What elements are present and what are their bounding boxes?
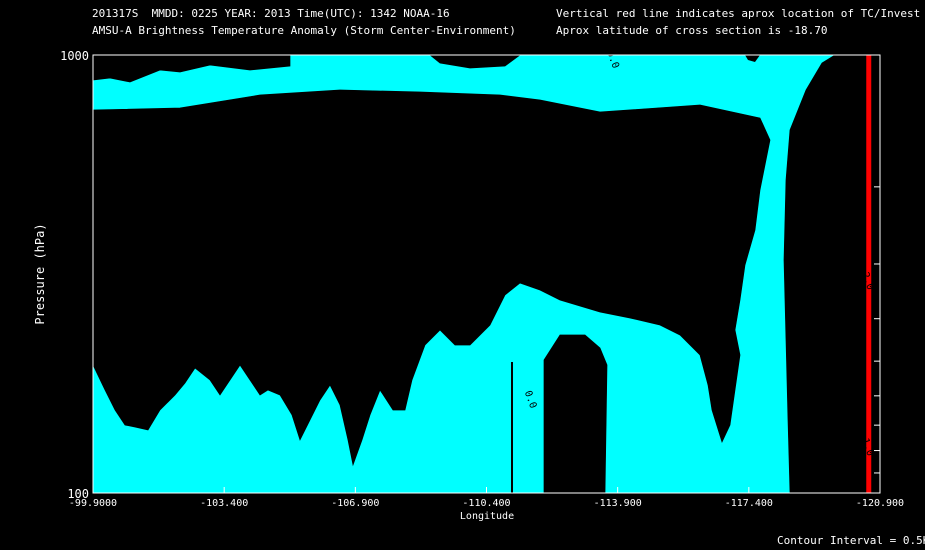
header-title-line1: 201317S MMDD: 0225 YEAR: 2013 Time(UTC):… bbox=[92, 7, 450, 20]
band-zero-pocket-c bbox=[625, 118, 715, 170]
x-tick-label: -113.900 bbox=[594, 498, 642, 509]
band-positive-top-left bbox=[93, 55, 290, 82]
contour-interval-label: Contour Interval = 0.5K bbox=[777, 534, 925, 547]
x-axis: -99.9000 -103.400 -106.900 -110.400 -113.900… bbox=[69, 487, 904, 509]
x-tick-label: -99.9000 bbox=[69, 498, 117, 509]
header-note-line1: Vertical red line indicates aprox locati… bbox=[556, 7, 921, 20]
y-tick-label: 1000 bbox=[60, 49, 89, 63]
band-zero-pocket-b bbox=[570, 120, 612, 162]
y-tick-label: 100 bbox=[67, 487, 89, 501]
band-negative-pocket-b bbox=[130, 155, 160, 270]
y-axis: 100 1000 bbox=[60, 49, 880, 501]
band-zero-inner-core bbox=[190, 106, 515, 315]
x-tick-label: -103.400 bbox=[200, 498, 248, 509]
band-zero-pocket-a bbox=[403, 127, 410, 133]
x-tick-label: -120.900 bbox=[856, 498, 904, 509]
x-tick-label: -106.900 bbox=[331, 498, 379, 509]
band-positive-top-right bbox=[745, 55, 760, 62]
header-title-line2: AMSU-A Brightness Temperature Anomaly (S… bbox=[92, 24, 516, 37]
x-tick-label: -117.400 bbox=[725, 498, 773, 509]
header-note-line2: Aprox latitude of cross section is -18.7… bbox=[556, 24, 828, 37]
x-tick-label: -110.400 bbox=[462, 498, 510, 509]
x-axis-label: Longitude bbox=[460, 511, 514, 522]
contour-fields bbox=[93, 55, 880, 493]
contour-lines bbox=[93, 55, 851, 493]
y-axis-label: Pressure (hPa) bbox=[33, 223, 47, 324]
band-positive-lower-center bbox=[544, 335, 607, 493]
